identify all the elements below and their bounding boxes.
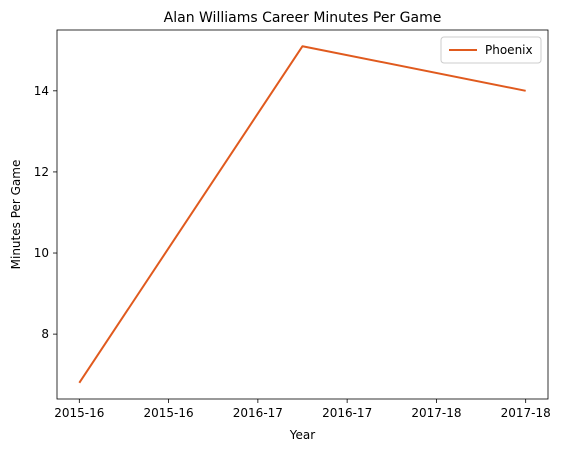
x-axis: 2015-16 2015-16 2016-17 2016-17 2017-18 2017-… xyxy=(54,399,551,420)
y-tick-label: 12 xyxy=(34,165,49,179)
x-tick-label: 2015-16 xyxy=(144,406,194,420)
x-tick-label: 2015-16 xyxy=(54,406,104,420)
y-tick-label: 14 xyxy=(34,84,49,98)
chart-title: Alan Williams Career Minutes Per Game xyxy=(164,10,442,26)
y-tick-label: 8 xyxy=(41,327,49,341)
plot-frame xyxy=(56,29,549,400)
legend: Phoenix xyxy=(440,36,542,64)
x-tick-label: 2017-18 xyxy=(501,406,551,420)
x-tick-label: 2017-18 xyxy=(411,406,461,420)
x-axis-label: Year xyxy=(289,428,315,442)
legend-label-phoenix: Phoenix xyxy=(485,43,533,57)
x-tick-label: 2016-17 xyxy=(322,406,372,420)
series-layer xyxy=(78,45,526,384)
legend-box xyxy=(440,36,542,64)
y-tick-label: 10 xyxy=(34,246,49,260)
x-tick-label: 2016-17 xyxy=(233,406,283,420)
y-axis-label: Minutes Per Game xyxy=(9,160,23,270)
series-line-phoenix xyxy=(78,45,526,384)
y-axis: 8 10 12 14 xyxy=(34,84,57,341)
